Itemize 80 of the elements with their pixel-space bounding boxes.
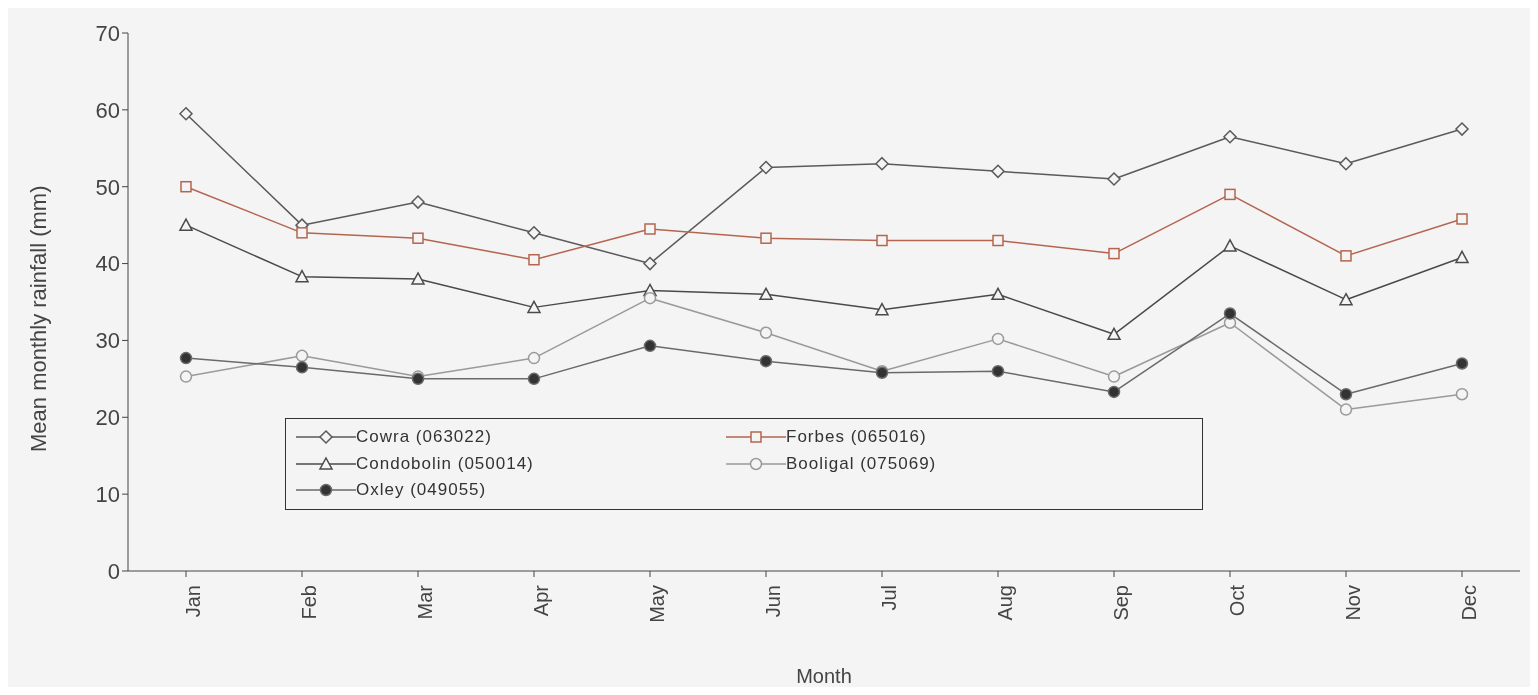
point: [643, 291, 657, 305]
point: [527, 372, 541, 386]
point: [528, 253, 540, 266]
point: [875, 302, 889, 316]
x-tick-label: Mar: [414, 584, 437, 620]
y-tick-label: 0: [107, 558, 120, 584]
point: [1339, 156, 1353, 171]
legend-label: Oxley (049055): [356, 480, 487, 501]
x-tick-label: Sep: [1110, 585, 1133, 621]
point: [1107, 385, 1121, 399]
x-tick-label: Feb: [298, 585, 321, 620]
point: [644, 223, 656, 235]
x-axis-title: Month: [796, 665, 852, 687]
point: [295, 269, 309, 283]
point: [1455, 357, 1469, 370]
point: [296, 227, 308, 239]
point: [991, 332, 1005, 346]
point: [760, 232, 772, 244]
point: [1223, 307, 1237, 320]
x-tick-label: May: [646, 585, 669, 623]
point: [759, 287, 773, 301]
point: [992, 234, 1004, 247]
point: [411, 272, 425, 285]
x-tick-label: Nov: [1342, 585, 1365, 621]
y-tick-label: 60: [95, 97, 120, 123]
point: [295, 361, 309, 374]
legend-label: Cowra (063022): [356, 427, 492, 447]
point: [180, 180, 192, 193]
point: [527, 351, 541, 365]
point: [1340, 250, 1352, 262]
x-tick-label: Jun: [762, 585, 785, 618]
point: [295, 349, 309, 363]
y-tick-label: 70: [95, 20, 120, 46]
point: [1223, 130, 1237, 144]
legend-label: Forbes (065016): [786, 427, 927, 447]
point: [875, 156, 889, 171]
y-tick-label: 10: [95, 481, 120, 507]
point: [412, 232, 424, 244]
point: [1456, 213, 1468, 225]
point: [527, 300, 541, 314]
point: [759, 354, 773, 368]
x-tick-label: Aug: [994, 585, 1017, 621]
point: [179, 370, 193, 383]
y-tick-label: 20: [95, 405, 120, 431]
point: [876, 234, 888, 247]
point: [1455, 250, 1469, 264]
x-tick-label: Oct: [1226, 584, 1249, 617]
point: [1223, 239, 1237, 252]
x-tick-label: Apr: [530, 584, 553, 617]
point: [179, 106, 193, 121]
point: [179, 351, 193, 365]
point: [1107, 327, 1121, 341]
y-tick-label: 40: [95, 251, 120, 277]
point: [179, 218, 193, 231]
y-tick-label: 50: [95, 174, 120, 200]
point: [1455, 122, 1469, 136]
point: [1108, 247, 1120, 260]
point: [1339, 387, 1353, 401]
y-axis-title: Mean monthly rainfall (mm): [25, 185, 51, 452]
x-tick-label: Jul: [878, 585, 901, 611]
point: [643, 256, 657, 271]
point: [1224, 188, 1236, 201]
legend-label: Booligal (075069): [786, 453, 937, 474]
point: [1339, 292, 1353, 306]
point: [1455, 387, 1469, 401]
point: [991, 287, 1005, 301]
y-tick-label: 30: [95, 328, 120, 354]
point: [991, 164, 1005, 179]
point: [759, 160, 773, 175]
x-tick-label: Dec: [1458, 585, 1481, 621]
point: [1107, 172, 1121, 186]
point: [411, 195, 425, 209]
legend-label: Condobolin (050014): [356, 453, 534, 474]
point: [991, 364, 1005, 378]
x-tick-label: Jan: [182, 585, 205, 618]
point: [1339, 403, 1353, 416]
point: [759, 326, 773, 339]
point: [527, 226, 541, 240]
point: [643, 339, 657, 353]
point: [1107, 370, 1121, 383]
